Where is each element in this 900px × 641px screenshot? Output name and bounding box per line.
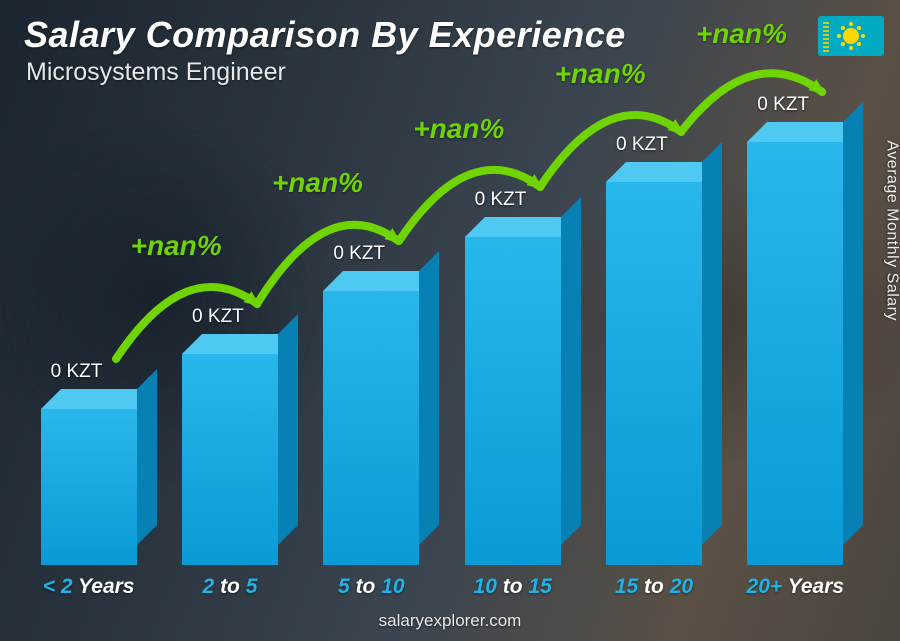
delta-label-4: +nan% xyxy=(555,58,646,90)
bar-3 xyxy=(442,237,583,565)
bar-front xyxy=(182,354,278,565)
bar3d xyxy=(323,291,419,565)
delta-label-1: +nan% xyxy=(131,230,222,262)
bar3d xyxy=(41,409,137,565)
flag-sun-icon xyxy=(843,28,859,44)
bar-side-face xyxy=(702,142,722,545)
bar-side-face xyxy=(278,314,298,545)
value-label-0: 0 KZT xyxy=(51,361,103,383)
delta-label-5: +nan% xyxy=(696,18,787,50)
x-label-1: 2 to 5 xyxy=(159,575,300,599)
bar-side-face xyxy=(137,369,157,545)
chart-subtitle: Microsystems Engineer xyxy=(26,58,286,87)
x-label-0: < 2 Years xyxy=(18,575,159,599)
bar-front xyxy=(41,409,137,565)
x-label-3: 10 to 15 xyxy=(442,575,583,599)
infographic-stage: Salary Comparison By Experience Microsys… xyxy=(0,0,900,641)
chart-title: Salary Comparison By Experience xyxy=(24,14,626,56)
footer-attribution: salaryexplorer.com xyxy=(0,611,900,631)
bar-1 xyxy=(159,354,300,565)
bar3d xyxy=(182,354,278,565)
x-label-4: 15 to 20 xyxy=(583,575,724,599)
bar-4 xyxy=(583,182,724,565)
bar-2 xyxy=(301,291,442,565)
bar-side-face xyxy=(419,251,439,545)
x-label-5: 20+ Years xyxy=(725,575,866,599)
bar-chart-area: 0 KZT0 KZT0 KZT0 KZT0 KZT0 KZT+nan%+nan%… xyxy=(18,100,866,565)
delta-label-3: +nan% xyxy=(413,113,504,145)
growth-arrow-5 xyxy=(673,32,842,152)
bar-0 xyxy=(18,409,159,565)
bar-front xyxy=(465,237,561,565)
bar3d xyxy=(606,182,702,565)
bar3d xyxy=(747,142,843,565)
bar3d xyxy=(465,237,561,565)
bar-front xyxy=(606,182,702,565)
bar-front xyxy=(747,142,843,565)
bar-side-face xyxy=(561,197,581,545)
bar-side-face xyxy=(843,102,863,545)
delta-label-2: +nan% xyxy=(272,167,363,199)
x-axis-labels: < 2 Years2 to 55 to 1010 to 1515 to 2020… xyxy=(18,575,866,599)
bar-5 xyxy=(725,142,866,565)
bar-front xyxy=(323,291,419,565)
y-axis-label: Average Monthly Salary xyxy=(883,140,900,321)
x-label-2: 5 to 10 xyxy=(301,575,442,599)
